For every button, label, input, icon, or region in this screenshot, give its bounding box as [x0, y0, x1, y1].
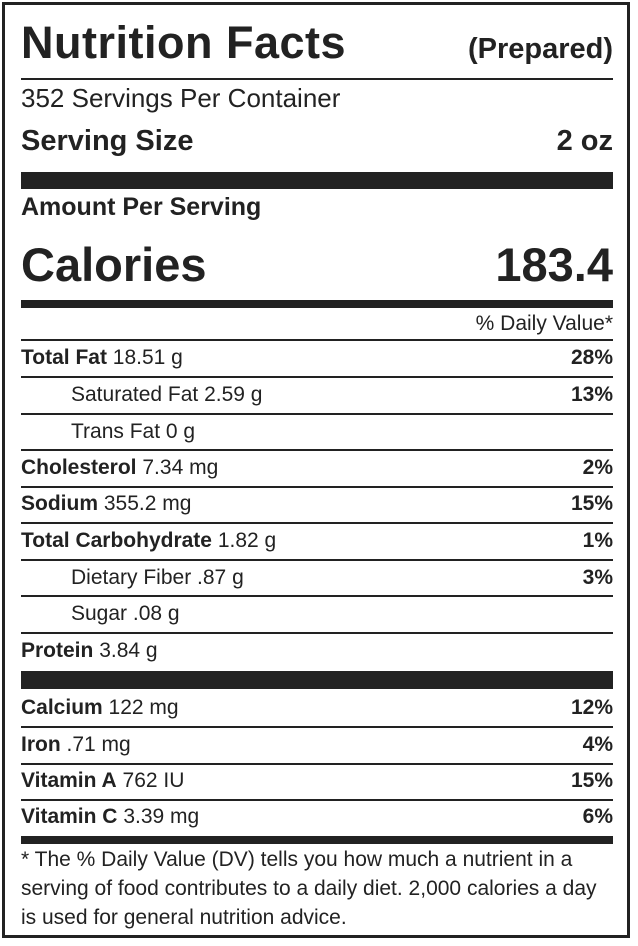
- calories-label: Calories: [21, 238, 207, 291]
- nutrient-dv: 2%: [582, 456, 613, 479]
- nutrient-name: Saturated Fat: [71, 383, 199, 406]
- nutrient-name: Sodium: [21, 492, 98, 515]
- divider: [21, 595, 613, 597]
- label-header: Nutrition Facts (Prepared): [21, 17, 613, 73]
- medium-divider: [21, 300, 613, 308]
- vitamin-amount: 762 IU: [122, 769, 185, 792]
- nutrient-dv: 3%: [582, 566, 613, 589]
- amount-per-serving: Amount Per Serving: [21, 193, 262, 221]
- nutrient-amount: 3.84 g: [99, 639, 158, 662]
- vitamin-row-iron: Iron .71 mg 4%: [21, 727, 613, 763]
- label-title: Nutrition Facts: [21, 17, 347, 68]
- nutrient-row-saturated-fat: Saturated Fat 2.59 g 13%: [21, 377, 613, 413]
- nutrient-name: Protein: [21, 639, 94, 662]
- vitamin-dv: 15%: [570, 769, 613, 792]
- nutrient-name: Total Fat: [21, 346, 107, 369]
- nutrient-row-total-carbohydrate: Total Carbohydrate 1.82 g 1%: [21, 523, 613, 559]
- nutrient-amount: .87 g: [197, 566, 244, 589]
- vitamin-row-vitamin-c: Vitamin C 3.39 mg 6%: [21, 799, 613, 835]
- daily-value-header: % Daily Value*: [475, 312, 613, 335]
- nutrient-name: Cholesterol: [21, 456, 137, 479]
- label-subtitle: (Prepared): [467, 33, 613, 65]
- thick-divider: [21, 172, 613, 189]
- nutrient-row-sugar: Sugar .08 g: [21, 596, 613, 632]
- divider: [21, 413, 613, 415]
- nutrient-row-total-fat: Total Fat 18.51 g 28%: [21, 340, 613, 376]
- vitamin-name: Vitamin A: [21, 769, 117, 792]
- vitamin-name: Calcium: [21, 696, 103, 719]
- nutrient-dv: 28%: [570, 346, 613, 369]
- nutrient-row-cholesterol: Cholesterol 7.34 mg 2%: [21, 450, 613, 486]
- serving-size-row: Serving Size 2 oz: [21, 125, 613, 158]
- vitamin-row-calcium: Calcium 122 mg 12%: [21, 690, 613, 726]
- servings-per-container: 352 Servings Per Container: [21, 83, 341, 113]
- divider: [21, 763, 613, 765]
- calories-row: Calories 183.4: [21, 237, 613, 292]
- divider: [21, 632, 613, 634]
- divider: [21, 449, 613, 451]
- serving-size-value: 2 oz: [556, 125, 613, 157]
- nutrient-row-trans-fat: Trans Fat 0 g: [21, 414, 613, 450]
- calories-value: 183.4: [495, 238, 613, 291]
- nutrient-name: Trans Fat: [71, 420, 161, 443]
- thick-divider: [21, 671, 613, 689]
- vitamin-name: Iron: [21, 733, 61, 756]
- nutrient-dv: 13%: [570, 383, 613, 406]
- divider: [21, 486, 613, 488]
- divider: [21, 799, 613, 801]
- vitamin-dv: 12%: [570, 696, 613, 719]
- divider: [21, 726, 613, 728]
- nutrition-label: Nutrition Facts (Prepared) 352 Servings …: [2, 2, 630, 938]
- nutrient-row-dietary-fiber: Dietary Fiber .87 g 3%: [21, 560, 613, 596]
- vitamin-amount: 3.39 mg: [123, 805, 200, 828]
- nutrient-amount: 355.2 mg: [103, 492, 192, 515]
- footnote: * The % Daily Value (DV) tells you how m…: [21, 848, 597, 929]
- nutrient-amount: 7.34 mg: [142, 456, 219, 479]
- vitamin-dv: 4%: [582, 733, 613, 756]
- nutrient-amount: 2.59 g: [204, 383, 263, 406]
- divider: [21, 339, 613, 341]
- nutrient-dv: 15%: [570, 492, 613, 515]
- serving-size-label: Serving Size: [21, 125, 194, 157]
- divider: [21, 559, 613, 561]
- nutrient-row-protein: Protein 3.84 g: [21, 633, 613, 669]
- nutrient-row-sodium: Sodium 355.2 mg 15%: [21, 486, 613, 522]
- nutrient-amount: 1.82 g: [217, 529, 277, 552]
- nutrient-name: Sugar: [71, 602, 128, 625]
- nutrient-name: Dietary Fiber: [71, 566, 192, 589]
- vitamin-row-vitamin-a: Vitamin A 762 IU 15%: [21, 763, 613, 799]
- divider: [21, 522, 613, 524]
- nutrient-amount: 18.51 g: [112, 346, 183, 369]
- divider: [21, 376, 613, 378]
- nutrient-dv: 1%: [582, 529, 613, 552]
- vitamin-name: Vitamin C: [21, 805, 118, 828]
- nutrient-amount: 0 g: [165, 420, 196, 443]
- nutrient-amount: .08 g: [132, 602, 180, 625]
- divider: [21, 78, 613, 80]
- medium-divider: [21, 836, 613, 844]
- vitamin-amount: 122 mg: [108, 696, 179, 719]
- vitamin-amount: .71 mg: [66, 733, 131, 756]
- vitamin-dv: 6%: [582, 805, 613, 828]
- nutrient-name: Total Carbohydrate: [21, 529, 212, 552]
